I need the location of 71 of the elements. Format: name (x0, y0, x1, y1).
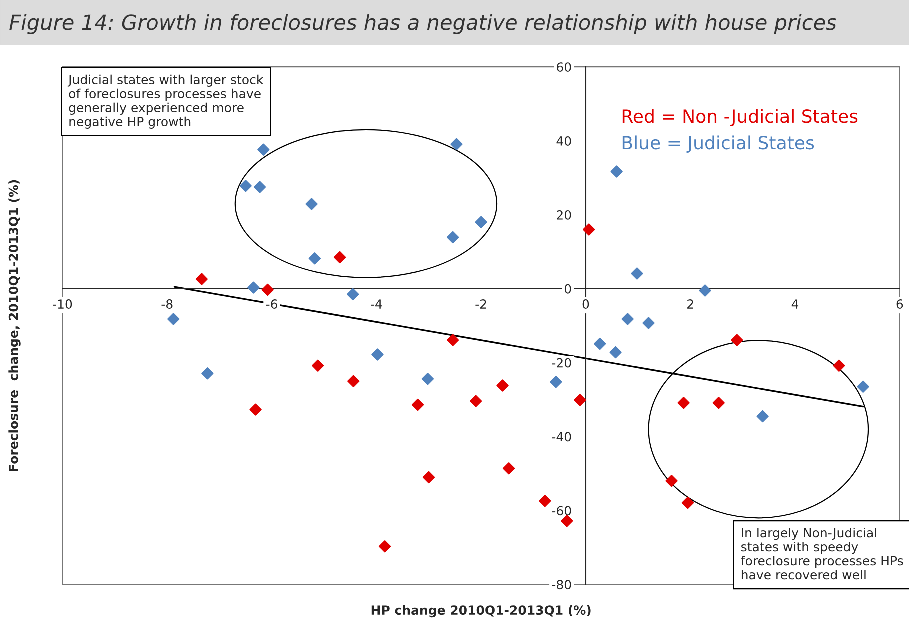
point (308, 252, 321, 265)
point (583, 224, 596, 236)
annotation: In largely Non-Judicial states with speedy foreclosure processes HPs have recovered well (741, 528, 904, 580)
point (666, 475, 678, 488)
point (642, 317, 655, 330)
point (539, 495, 552, 508)
x-axis-title: HP change 2010Q1-2013Q1 (%) (372, 605, 591, 618)
point (594, 338, 606, 350)
point (422, 471, 436, 484)
text: Red = Non -Judicial States (622, 109, 858, 127)
y-tick-label: -60 (552, 506, 572, 516)
point (372, 348, 384, 361)
point (248, 282, 260, 294)
point (756, 410, 769, 423)
point (502, 462, 516, 475)
point (561, 515, 574, 528)
x-tick-label: 0 (582, 300, 590, 310)
x-tick-label: -6 (266, 300, 278, 310)
point (196, 273, 208, 286)
point (631, 268, 644, 280)
point (699, 284, 712, 297)
y-tick-label: 60 (557, 62, 572, 72)
point (610, 346, 622, 359)
series-label: Blue = Judicial States (622, 136, 814, 154)
point (168, 313, 180, 326)
x-tick-label: 4 (792, 300, 799, 309)
x-tick-label: 2 (688, 300, 694, 309)
point (731, 334, 744, 346)
point (422, 373, 434, 386)
y-tick-label: 20 (557, 210, 572, 220)
point (622, 313, 634, 326)
point (574, 394, 586, 406)
point (347, 288, 360, 301)
point (312, 360, 324, 372)
y-tick-label: 0 (564, 284, 572, 294)
point (610, 166, 623, 178)
point (262, 284, 274, 296)
point (446, 334, 460, 346)
point (254, 181, 266, 194)
y-axis-title: Foreclosure change, 2010Q1-2013Q1 (%) (8, 180, 21, 472)
point (450, 138, 463, 150)
point (496, 380, 509, 392)
annotation: Judicial states with larger stock of foreclosures processes have generally experienced more negative HP growth (68, 74, 264, 129)
chart-title: Figure 14: Growth in foreclosures has a negative relationship with house prices (10, 14, 837, 34)
point (682, 496, 694, 510)
point (348, 375, 360, 388)
y-tick-label: 40 (556, 136, 572, 146)
point (250, 404, 262, 416)
point (258, 144, 270, 156)
point (446, 231, 460, 244)
y-tick-label: -40 (552, 432, 572, 442)
point (412, 398, 424, 412)
point (833, 360, 846, 372)
point (712, 397, 725, 410)
point (678, 397, 690, 410)
point (240, 180, 252, 192)
point (470, 395, 482, 408)
y-tick-label: -20 (552, 358, 572, 368)
x-tick-label: 6 (896, 300, 904, 310)
x-tick-label: -4 (371, 300, 382, 309)
point (378, 540, 392, 553)
point (306, 198, 318, 210)
x-tick-label: -2 (476, 300, 486, 309)
x-tick-label: -8 (162, 300, 173, 310)
point (857, 380, 870, 393)
point (475, 216, 488, 228)
point (334, 251, 346, 264)
x-tick-label: -10 (53, 300, 72, 310)
point (550, 376, 562, 388)
point (202, 368, 214, 380)
y-tick-label: -80 (552, 580, 572, 590)
